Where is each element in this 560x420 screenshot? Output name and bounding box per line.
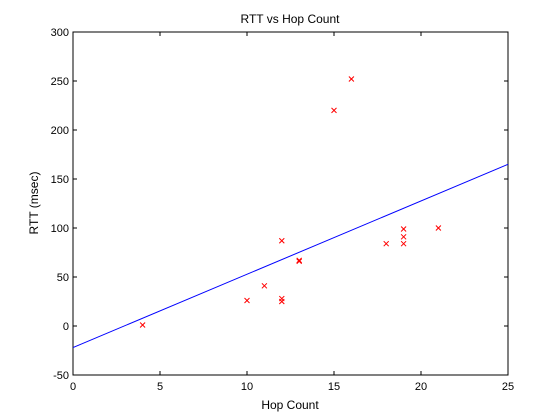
y-tick-label: 0	[63, 321, 69, 333]
y-tick-label: 250	[51, 76, 69, 88]
scatter-point	[331, 107, 337, 114]
chart-title: RTT vs Hop Count	[241, 12, 341, 26]
scatter-point	[383, 240, 390, 247]
plot-area	[72, 31, 509, 376]
scatter-point	[400, 240, 407, 247]
y-tick-label: -50	[53, 370, 69, 382]
x-tick-label: 10	[241, 381, 253, 393]
scatter-points	[139, 76, 442, 328]
y-axis: -50 0 50 100 150 200 250 300	[51, 27, 508, 382]
x-tick-label: 20	[415, 381, 427, 393]
fit-line	[72, 163, 509, 349]
y-tick-label: 300	[51, 27, 69, 39]
y-tick-label: 150	[51, 174, 69, 186]
fit-line-group	[72, 163, 509, 349]
scatter-point	[348, 76, 355, 82]
scatter-point	[278, 237, 285, 244]
scatter-point	[400, 233, 407, 240]
scatter-point	[244, 297, 250, 304]
scatter-point	[435, 225, 442, 231]
x-tick-label: 25	[502, 381, 514, 393]
scatter-point	[296, 257, 303, 264]
x-tick-label: 15	[328, 381, 340, 393]
scatter-point	[400, 226, 407, 232]
scatter-point	[261, 282, 268, 289]
y-tick-label: 200	[51, 125, 69, 137]
y-axis-label: RTT (msec)	[27, 172, 41, 235]
x-axis-label: Hop Count	[261, 398, 319, 412]
x-axis: 0 5 10 15 20 25	[70, 32, 514, 393]
y-tick-label: 50	[57, 272, 69, 284]
x-tick-label: 0	[70, 381, 76, 393]
x-tick-label: 5	[157, 381, 163, 393]
scatter-point	[278, 298, 285, 305]
scatter-point	[139, 322, 146, 328]
y-tick-label: 100	[51, 223, 69, 235]
scatter-point	[296, 258, 303, 265]
